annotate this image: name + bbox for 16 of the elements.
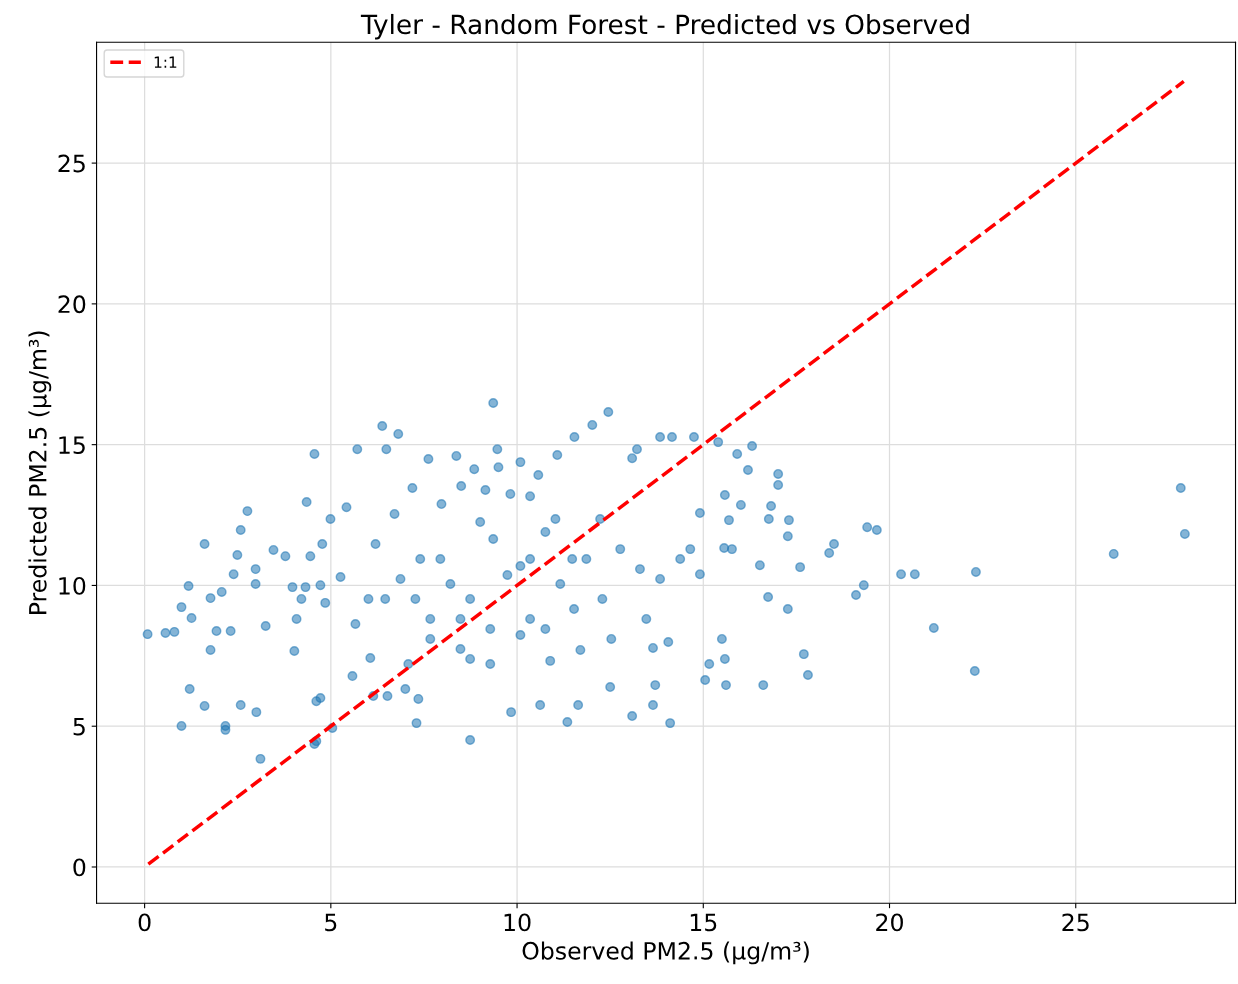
y-tick-label: 15 [59,436,85,454]
y-axis-title: Predicted PM2.5 (µg/m³) [28,331,52,614]
x-tick-label: 5 [325,913,337,932]
y-tick-label: 0 [73,858,86,877]
x-tick-label: 25 [1062,913,1089,932]
x-tick-label: 0 [138,913,151,932]
x-axis-title: Observed PM2.5 (µg/m³) [522,941,809,965]
y-tick-label: 20 [58,295,86,314]
y-tick-label: 25 [58,154,85,173]
y-tick-label: 5 [73,717,85,736]
chart-title: Tyler - Random Forest - Predicted vs Observed [360,13,969,40]
x-tick-label: 15 [690,913,717,932]
legend-label: 1:1 [154,56,177,68]
x-tick-label: 20 [876,913,903,932]
x-tick-label: 10 [504,913,531,932]
y-tick-label: 10 [59,576,86,595]
